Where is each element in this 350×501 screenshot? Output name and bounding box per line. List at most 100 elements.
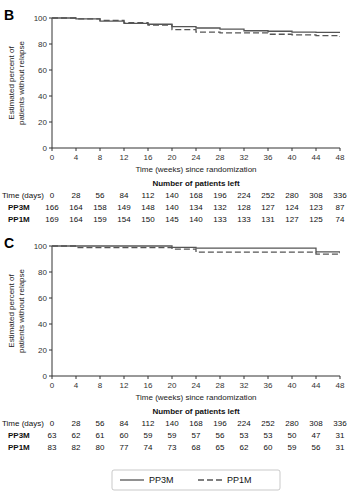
panel-label: B	[4, 7, 14, 23]
x-tick	[148, 376, 149, 379]
table-row-name: PP3M	[8, 203, 30, 212]
table-column: 252	[261, 191, 275, 200]
y-tick-label: 40	[38, 92, 47, 101]
table-cell: 127	[261, 203, 275, 212]
table-column: 196	[213, 419, 227, 428]
table-cell: 169	[45, 215, 59, 224]
table-column: 28	[72, 191, 81, 200]
y-tick	[49, 272, 52, 273]
table-column: 252	[261, 419, 275, 428]
table-cell: 164	[69, 203, 83, 212]
x-tick-label: 8	[98, 153, 103, 162]
risk-table: Number of patients leftTime (days)028568…	[2, 179, 347, 224]
x-tick	[52, 148, 53, 151]
x-tick	[316, 376, 317, 379]
table-cell: 128	[237, 203, 251, 212]
x-tick-label: 20	[168, 153, 177, 162]
table-header: Time (days)	[2, 191, 44, 200]
y-tick-label: 20	[38, 346, 47, 355]
table-row-name: PP3M	[8, 431, 30, 440]
table-column: 112	[142, 191, 155, 200]
table-cell: 62	[72, 431, 81, 440]
table-column: 140	[165, 419, 179, 428]
x-tick	[172, 148, 173, 151]
y-tick-label: 60	[38, 66, 47, 75]
table-cell: 124	[285, 203, 299, 212]
table-cell: 133	[213, 215, 227, 224]
legend-label: PP3M	[149, 475, 174, 485]
x-tick-label: 28	[216, 381, 225, 390]
y-tick-label: 40	[38, 320, 47, 329]
table-column: 84	[120, 419, 129, 428]
chart: B02040608010004812162024283236404448Esti…	[0, 0, 350, 501]
table-column: 280	[285, 191, 299, 200]
table-cell: 149	[117, 203, 131, 212]
table-cell: 56	[312, 443, 321, 452]
table-column: 280	[285, 419, 299, 428]
y-tick	[49, 298, 52, 299]
table-cell: 60	[120, 431, 129, 440]
table-cell: 164	[69, 215, 83, 224]
x-tick-label: 44	[312, 381, 321, 390]
risk-table: Number of patients leftTime (days)028568…	[2, 407, 347, 452]
x-tick	[244, 148, 245, 151]
legend-swatch	[198, 479, 222, 480]
table-cell: 148	[141, 203, 155, 212]
y-tick	[49, 324, 52, 325]
y-tick	[49, 246, 52, 247]
y-tick-label: 80	[38, 268, 47, 277]
x-tick	[340, 148, 341, 151]
table-cell: 59	[144, 431, 153, 440]
table-cell: 132	[213, 203, 227, 212]
x-tick	[268, 148, 269, 151]
table-column: 168	[189, 191, 203, 200]
y-axis-line	[52, 246, 53, 376]
table-cell: 31	[336, 443, 345, 452]
plot-area	[52, 18, 340, 37]
series-line	[52, 246, 340, 253]
y-tick	[49, 122, 52, 123]
x-axis-label: Time (weeks) since randomization	[135, 393, 256, 402]
x-tick	[124, 148, 125, 151]
table-column: 56	[96, 191, 105, 200]
table-cell: 166	[45, 203, 59, 212]
table-cell: 125	[309, 215, 323, 224]
x-tick-label: 0	[50, 381, 55, 390]
x-tick-label: 28	[216, 153, 225, 162]
table-cell: 50	[288, 431, 297, 440]
x-tick	[100, 376, 101, 379]
y-tick	[49, 96, 52, 97]
x-tick	[316, 148, 317, 151]
table-cell: 57	[192, 431, 201, 440]
table-title: Number of patients left	[152, 179, 239, 188]
legend: PP3MPP1M	[112, 470, 280, 490]
table-cell: 131	[261, 215, 275, 224]
x-tick	[292, 376, 293, 379]
x-tick	[220, 376, 221, 379]
x-tick	[124, 376, 125, 379]
y-tick-label: 20	[38, 118, 47, 127]
table-cell: 73	[168, 443, 177, 452]
x-axis-label: Time (weeks) since randomization	[135, 165, 256, 174]
x-tick-label: 40	[288, 153, 297, 162]
x-tick	[292, 148, 293, 151]
table-column: 308	[309, 191, 323, 200]
x-tick	[148, 148, 149, 151]
x-tick	[100, 148, 101, 151]
table-cell: 140	[189, 215, 203, 224]
series-line	[52, 246, 340, 254]
y-tick-label: 80	[38, 40, 47, 49]
table-cell: 82	[72, 443, 81, 452]
table-cell: 159	[93, 215, 107, 224]
table-column: 0	[50, 419, 55, 428]
table-cell: 87	[336, 203, 345, 212]
table-cell: 65	[216, 443, 225, 452]
table-cell: 77	[120, 443, 129, 452]
table-cell: 74	[336, 215, 345, 224]
table-cell: 53	[240, 431, 249, 440]
legend-box	[112, 470, 280, 490]
table-cell: 68	[192, 443, 201, 452]
table-header: Time (days)	[2, 419, 44, 428]
x-tick-label: 0	[50, 153, 55, 162]
x-tick-label: 36	[264, 153, 273, 162]
